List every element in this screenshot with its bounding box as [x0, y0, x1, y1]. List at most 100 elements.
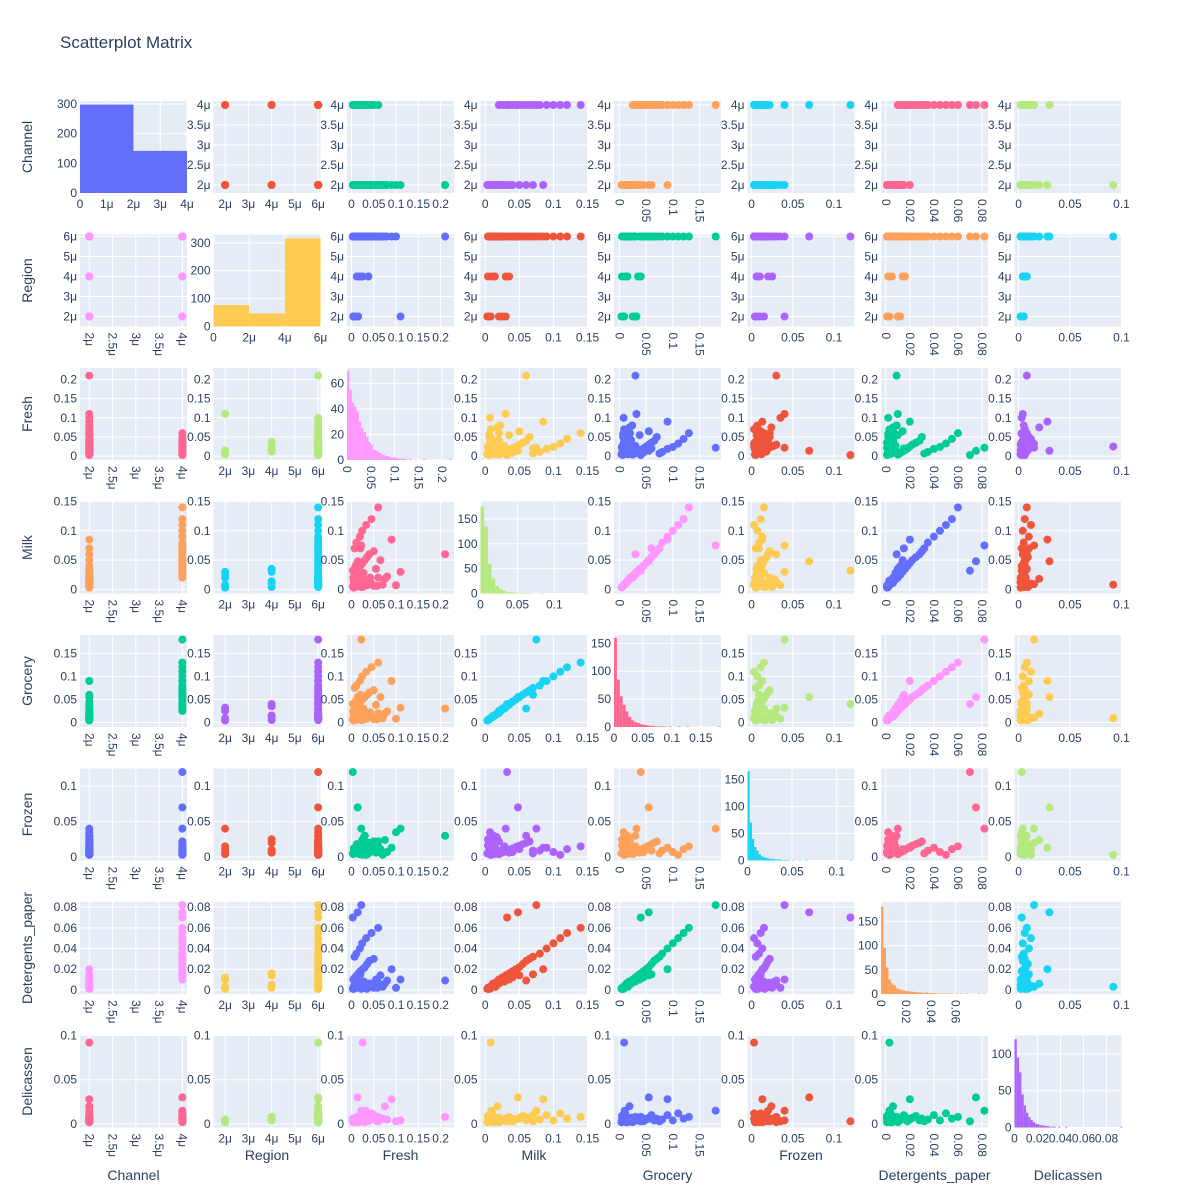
data-point — [971, 557, 980, 566]
y-tick-label: 0.1 — [194, 1029, 211, 1043]
data-point — [901, 272, 910, 281]
data-point — [1022, 658, 1031, 667]
data-point — [1109, 982, 1118, 991]
data-point — [392, 581, 401, 590]
data-point — [542, 944, 551, 953]
y-tick-label: 3.5μ — [988, 118, 1012, 132]
x-tick-label: 3μ — [129, 733, 143, 747]
data-point — [314, 434, 323, 443]
y-tick-label: 0.05 — [321, 692, 345, 706]
x-tick-label: 0.05 — [639, 600, 653, 624]
data-point — [711, 232, 720, 241]
data-point — [1109, 442, 1118, 451]
x-tick-label: 0 — [1015, 865, 1022, 879]
x-tick-label: 0 — [744, 865, 751, 879]
data-point — [623, 272, 632, 281]
data-point — [549, 672, 558, 681]
data-point — [314, 1106, 323, 1115]
y-tick-label: 2.5μ — [854, 158, 878, 172]
data-point — [1045, 803, 1054, 812]
y-tick-label: 0.05 — [454, 692, 478, 706]
histogram-bar — [356, 411, 359, 460]
data-point — [780, 312, 789, 321]
x-tick-label: 0.04 — [927, 466, 941, 490]
data-point — [905, 417, 914, 426]
data-point — [1030, 635, 1039, 644]
x-tick-label: 3μ — [242, 731, 256, 745]
data-point — [539, 965, 548, 974]
x-tick-label: 0.1 — [826, 731, 843, 745]
y-tick-label: 0 — [604, 449, 611, 463]
histogram-bar — [513, 592, 518, 594]
histogram-bar — [637, 723, 641, 727]
x-tick-label: 0.05 — [639, 199, 653, 223]
data-point — [314, 1093, 323, 1102]
y-tick-label: 0.1 — [194, 779, 211, 793]
data-point — [314, 503, 323, 512]
y-tick-label: 3.5μ — [454, 118, 478, 132]
y-tick-label: 0.05 — [855, 430, 879, 444]
x-tick-label: 4μ — [175, 733, 189, 747]
x-tick-label: 0 — [348, 865, 355, 879]
y-tick-label: 0 — [471, 850, 478, 864]
data-point — [485, 429, 494, 438]
data-point — [542, 1111, 551, 1120]
y-tick-label: 0.2 — [594, 373, 611, 387]
data-point — [513, 232, 522, 241]
x-tick-label: 3.5μ — [152, 867, 166, 891]
histogram-bar — [349, 389, 352, 460]
data-point — [498, 312, 507, 321]
data-point — [542, 843, 551, 852]
x-axis-title-channel: Channel — [107, 1167, 159, 1183]
data-point — [1022, 503, 1031, 512]
data-point — [750, 1038, 759, 1047]
x-tick-label: 6μ — [314, 331, 328, 345]
histogram-bar — [354, 406, 357, 460]
data-point — [947, 101, 956, 109]
data-point — [441, 1112, 450, 1121]
x-tick-label: 0.04 — [924, 1000, 938, 1024]
y-tick-label: 0.02 — [721, 962, 745, 976]
y-tick-label: 0 — [70, 582, 77, 596]
x-tick-label: 0 — [612, 333, 626, 340]
x-axis-title-milk: Milk — [522, 1147, 548, 1163]
data-point — [899, 544, 908, 553]
data-point — [366, 181, 375, 189]
y-tick-label: 5μ — [998, 250, 1012, 264]
y-tick-label: 3μ — [330, 290, 344, 304]
data-point — [535, 949, 544, 958]
x-tick-label: 0 — [879, 199, 893, 206]
data-point — [314, 1117, 323, 1126]
cell-Delicassen-Region-background — [213, 1035, 321, 1128]
histogram-bar — [920, 992, 924, 994]
histogram-bar — [625, 711, 629, 727]
x-tick-label: 4μ — [265, 731, 279, 745]
data-point — [887, 272, 896, 281]
y-tick-label: 6μ — [464, 230, 478, 244]
data-point — [965, 232, 974, 241]
data-point — [636, 272, 645, 281]
data-point — [387, 232, 396, 241]
data-point — [1026, 934, 1035, 943]
x-tick-label: 2.5μ — [106, 733, 120, 757]
y-tick-label: 3μ — [330, 138, 344, 152]
data-point — [85, 564, 94, 573]
x-tick-label: 0.15 — [407, 197, 431, 211]
data-point — [1017, 451, 1026, 460]
x-tick-label: 2.5μ — [106, 466, 120, 490]
cell-Milk-Channel-background — [80, 501, 187, 594]
data-point — [636, 913, 645, 922]
cell-Region-Frozen-background — [747, 234, 855, 327]
data-point — [620, 312, 629, 321]
data-point — [805, 232, 814, 241]
data-point — [505, 272, 514, 281]
y-tick-label: 0.05 — [988, 815, 1012, 829]
data-point — [1045, 446, 1054, 455]
data-point — [846, 451, 855, 460]
data-point — [178, 429, 187, 438]
y-tick-label: 0.08 — [988, 900, 1012, 914]
data-point — [941, 439, 950, 448]
y-tick-label: 0.1 — [461, 1029, 478, 1043]
data-point — [663, 181, 672, 189]
x-tick-label: 0.06 — [1072, 1132, 1096, 1146]
